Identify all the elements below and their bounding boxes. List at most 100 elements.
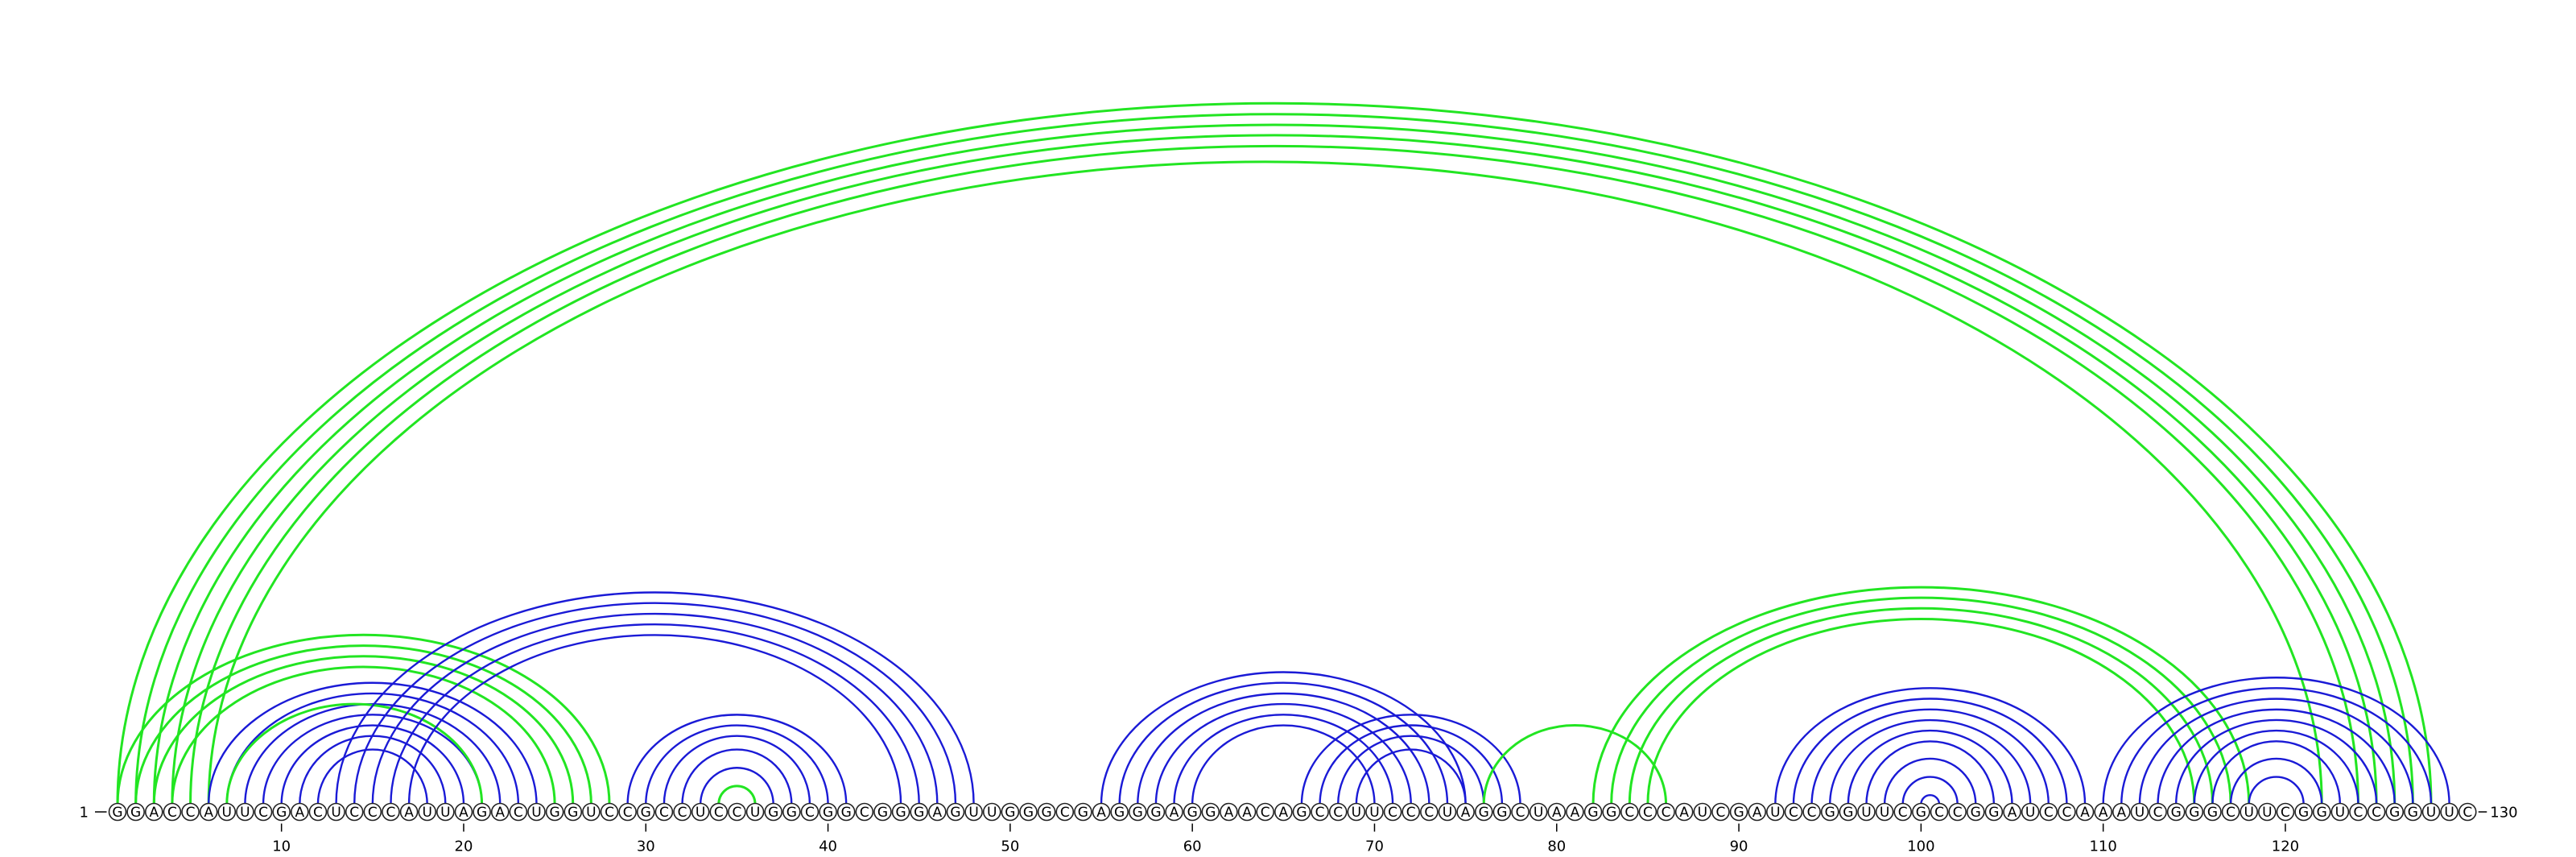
base-pair-arc	[1482, 724, 1668, 805]
nucleotide: G	[1201, 802, 1220, 822]
nucleotide-letter: G	[1971, 805, 1981, 821]
nucleotide: G	[1474, 802, 1493, 822]
nucleotide-circle	[2240, 802, 2259, 822]
nucleotide-circle	[1292, 802, 1311, 822]
nucleotide-letter: C	[2153, 805, 2163, 821]
nucleotide-letter: A	[2008, 805, 2017, 821]
nucleotide: U	[1365, 802, 1384, 822]
nucleotide: U	[745, 802, 765, 822]
nucleotide: C	[163, 802, 182, 822]
nucleotide-circle	[836, 802, 856, 822]
nucleotide-letter: G	[1023, 805, 1034, 821]
nucleotide: C	[1311, 802, 1329, 822]
nucleotide: C	[1802, 802, 1821, 822]
nucleotide-letter: G	[1205, 805, 1216, 821]
nucleotide: C	[2221, 802, 2240, 822]
nucleotide: C	[363, 802, 382, 822]
nucleotide-letter: C	[349, 805, 359, 821]
position-tick: 90	[1730, 823, 1748, 855]
nucleotide-circle	[2349, 802, 2368, 822]
nucleotide-circle	[1256, 802, 1274, 822]
base-pair-arc	[1319, 724, 1504, 805]
nucleotide-letter: C	[386, 805, 396, 821]
base-pair-arc	[1646, 618, 2196, 805]
nucleotide-letter: U	[2262, 805, 2272, 821]
nucleotide-letter: C	[1807, 805, 1817, 821]
nucleotide-letter: U	[1770, 805, 1780, 821]
nucleotide: C	[600, 802, 619, 822]
nucleotide-circle	[181, 802, 200, 822]
nucleotide-letter: U	[222, 805, 232, 821]
nucleotide-circle	[308, 802, 328, 822]
nucleotide: A	[399, 802, 419, 822]
position-tick: 120	[2272, 823, 2299, 855]
position-tick: 100	[1907, 823, 1935, 855]
nucleotide-circle	[2385, 802, 2405, 822]
nucleotide-letter: C	[1261, 805, 1270, 821]
nucleotide: G	[272, 802, 291, 822]
base-pair-arc	[2211, 740, 2342, 805]
position-axis: 10 20 30 40 50 60 70 80 90 100 110 120	[272, 823, 2299, 855]
nucleotide-letter: G	[1843, 805, 1853, 821]
nucleotide-circle	[1820, 802, 1839, 822]
nucleotide-letter: C	[1333, 805, 1343, 821]
nucleotide-letter: G	[112, 805, 122, 821]
nucleotide-letter: C	[1624, 805, 1634, 821]
nucleotide: C	[2058, 802, 2076, 822]
nucleotide: G	[1037, 802, 1056, 822]
base-pair-arc	[189, 144, 2359, 805]
base-pair-arc	[152, 655, 575, 805]
position-tick: 30	[637, 823, 655, 855]
nucleotide-letter: A	[2080, 805, 2090, 821]
nucleotide-circle	[764, 802, 782, 822]
nucleotide-circle	[1037, 802, 1056, 822]
nucleotide: C	[855, 802, 874, 822]
nucleotide-letter: C	[167, 805, 177, 821]
nucleotide-letter: G	[2189, 805, 2199, 821]
nucleotide-letter: C	[313, 805, 323, 821]
nucleotide: A	[1674, 802, 1694, 822]
nucleotide-circle	[473, 802, 491, 822]
nucleotide-circle	[2221, 802, 2240, 822]
nucleotide: A	[490, 802, 510, 822]
nucleotide: G	[126, 802, 145, 822]
nucleotide: C	[2276, 802, 2295, 822]
nucleotide-circle	[1110, 802, 1129, 822]
nucleotide: U	[2240, 802, 2259, 822]
nucleotide-circle	[363, 802, 382, 822]
nucleotide: G	[1074, 802, 1092, 822]
nucleotide-circle	[964, 802, 983, 822]
nucleotide-letter: G	[2207, 805, 2218, 821]
nucleotide: U	[1766, 802, 1785, 822]
nucleotide: U	[1693, 802, 1712, 822]
nucleotide-letter: G	[1496, 805, 1507, 821]
tick-label: 80	[1547, 838, 1566, 855]
nucleotide-letter: C	[2044, 805, 2054, 821]
nucleotide: G	[108, 802, 127, 822]
nucleotide-letter: U	[1861, 805, 1871, 821]
nucleotide-circle	[1638, 802, 1657, 822]
nucleotide-circle	[1748, 802, 1766, 822]
nucleotide-letter: U	[987, 805, 997, 821]
nucleotide-circle	[1802, 802, 1821, 822]
nucleotide-circle	[126, 802, 145, 822]
nucleotide-circle	[1311, 802, 1329, 822]
base-pair-arc	[2138, 698, 2414, 805]
nucleotide-circle	[673, 802, 691, 822]
tick-label: 10	[272, 838, 291, 855]
nucleotide-circle	[2185, 802, 2204, 822]
nucleotide-circle	[1711, 802, 1730, 822]
nucleotide: U	[2421, 802, 2441, 822]
nucleotide-letter: G	[641, 805, 651, 821]
nucleotide-letter: C	[659, 805, 669, 821]
nucleotide-letter: G	[1187, 805, 1198, 821]
nucleotide: G	[2404, 802, 2422, 822]
nucleotide: A	[2094, 802, 2112, 822]
nucleotide: C	[673, 802, 691, 822]
nucleotide-letter: C	[1789, 805, 1798, 821]
nucleotide: A	[2075, 802, 2095, 822]
nucleotide: C	[2149, 802, 2167, 822]
nucleotide: C	[709, 802, 729, 822]
nucleotide-circle	[527, 802, 546, 822]
nucleotide-circle	[1657, 802, 1675, 822]
